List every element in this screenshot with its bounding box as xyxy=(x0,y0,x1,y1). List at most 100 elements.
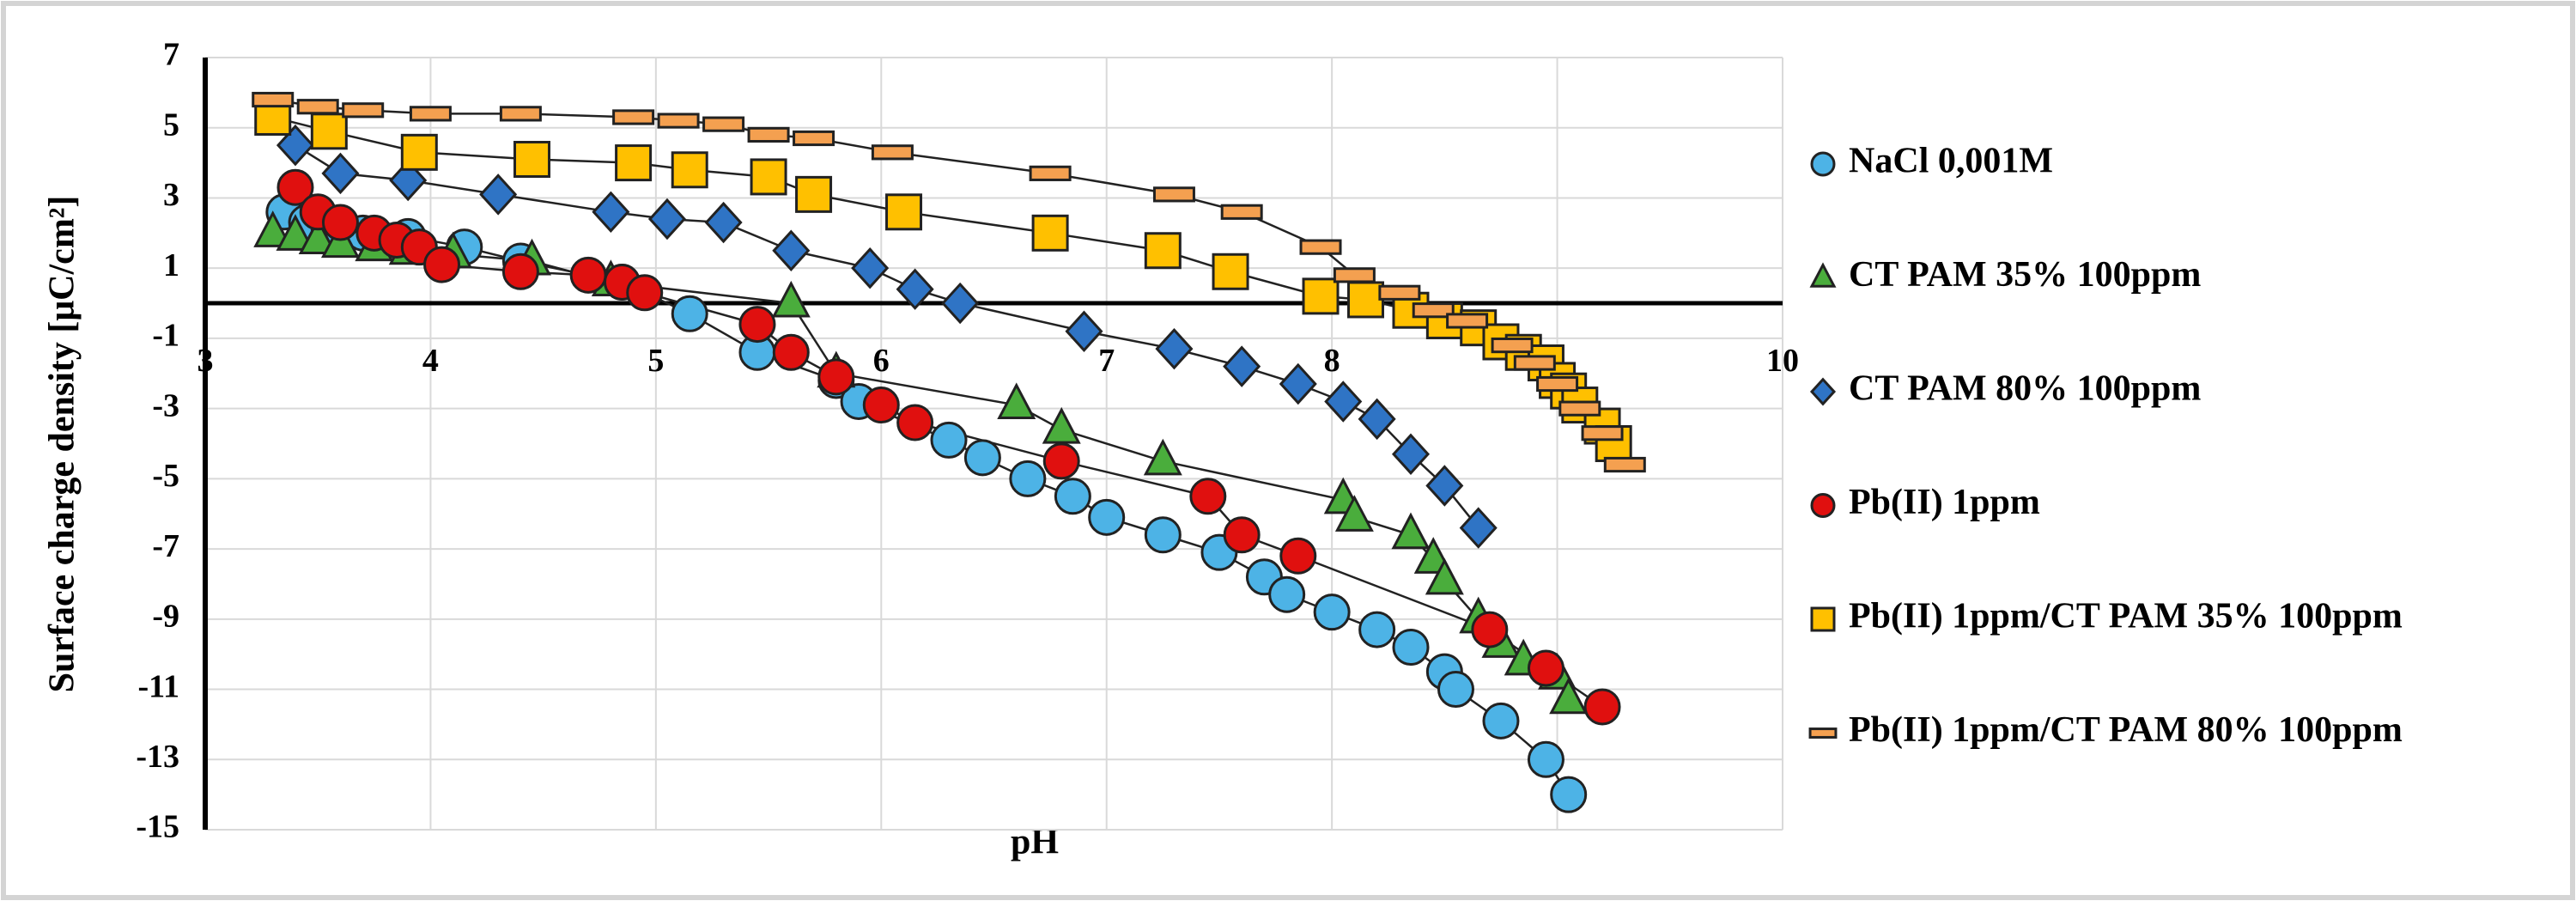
point xyxy=(499,106,542,122)
point xyxy=(1144,232,1182,270)
point xyxy=(930,421,968,459)
point xyxy=(1425,557,1464,595)
y-axis-label: Surface charge density [μC/cm²] xyxy=(43,196,82,693)
point xyxy=(1513,355,1556,371)
point xyxy=(1152,186,1195,203)
y-tick-label: 3 xyxy=(163,177,179,213)
point xyxy=(1143,438,1182,476)
point xyxy=(862,387,900,424)
legend-marker xyxy=(1810,493,1836,518)
point xyxy=(592,191,630,234)
point xyxy=(1155,327,1194,370)
point xyxy=(1279,537,1317,575)
point xyxy=(647,198,687,240)
point xyxy=(704,201,743,244)
point xyxy=(252,91,295,108)
point xyxy=(513,141,551,179)
point xyxy=(1550,776,1588,813)
point xyxy=(1009,460,1047,497)
point xyxy=(1527,740,1564,778)
point xyxy=(1527,649,1564,687)
point xyxy=(1220,204,1263,220)
point xyxy=(1549,677,1589,715)
point xyxy=(1491,337,1534,354)
point xyxy=(1392,629,1430,667)
y-tick-label: -15 xyxy=(136,809,179,845)
point xyxy=(1446,313,1489,329)
point xyxy=(423,246,461,283)
legend-label: CT PAM 35% 100ppm xyxy=(1849,255,2201,295)
point xyxy=(321,152,360,195)
point xyxy=(997,382,1036,420)
point xyxy=(1347,281,1385,319)
legend-marker xyxy=(1808,727,1838,739)
point xyxy=(671,295,708,332)
x-axis-label: pH xyxy=(1011,823,1059,862)
point xyxy=(851,247,890,289)
y-tick-label: -3 xyxy=(152,387,179,423)
point xyxy=(1324,380,1363,423)
y-tick-label: 5 xyxy=(163,107,179,143)
legend-marker xyxy=(1810,606,1836,632)
point xyxy=(1031,214,1069,252)
point xyxy=(1065,310,1103,352)
point xyxy=(772,333,810,371)
legend-label: Pb(II) 1ppm/CT PAM 80% 100ppm xyxy=(1849,710,2403,750)
legend-marker xyxy=(1809,377,1837,406)
x-tick-label: 10 xyxy=(1766,343,1799,379)
y-tick-label: 1 xyxy=(163,247,179,283)
point xyxy=(896,268,934,310)
point xyxy=(793,130,835,147)
point xyxy=(1189,478,1227,515)
point xyxy=(885,193,923,231)
point xyxy=(795,175,833,213)
point xyxy=(671,151,708,189)
y-tick-label: -11 xyxy=(137,668,179,704)
point xyxy=(1391,433,1431,475)
point xyxy=(1333,267,1376,283)
y-tick-label: -1 xyxy=(152,318,179,354)
point xyxy=(1412,302,1455,319)
y-tick-label: -7 xyxy=(152,528,179,564)
point xyxy=(276,214,315,251)
y-tick-label: -9 xyxy=(152,599,179,635)
point xyxy=(1603,456,1646,473)
legend-marker xyxy=(1809,262,1837,288)
point xyxy=(1042,406,1081,444)
legend-marker xyxy=(1810,151,1836,177)
point xyxy=(1583,688,1621,726)
point xyxy=(298,217,337,254)
point xyxy=(1358,398,1396,441)
legend-label: Pb(II) 1ppm/CT PAM 35% 100ppm xyxy=(1849,597,2403,636)
point xyxy=(389,159,428,202)
x-tick-label: 4 xyxy=(422,343,439,379)
x-tick-label: 8 xyxy=(1324,343,1340,379)
point xyxy=(772,229,811,271)
point xyxy=(1212,253,1249,290)
point xyxy=(342,102,385,119)
point xyxy=(615,144,653,182)
point xyxy=(626,274,664,312)
point xyxy=(1029,165,1072,181)
point xyxy=(1558,400,1601,417)
point xyxy=(276,168,314,206)
point xyxy=(1334,495,1374,532)
point xyxy=(276,124,314,167)
point xyxy=(1279,362,1317,405)
point xyxy=(1358,611,1396,648)
x-tick-label: 6 xyxy=(873,343,890,379)
y-tick-label: -5 xyxy=(152,458,179,494)
point xyxy=(1459,507,1498,549)
point xyxy=(817,358,855,396)
point xyxy=(941,282,980,325)
point xyxy=(1378,284,1421,301)
point xyxy=(1299,239,1342,255)
point xyxy=(657,113,700,129)
point xyxy=(1054,478,1091,515)
point xyxy=(253,210,293,247)
point xyxy=(963,439,1001,477)
point xyxy=(1581,425,1624,441)
point xyxy=(1536,375,1579,393)
x-tick-label: 7 xyxy=(1098,343,1115,379)
point xyxy=(750,158,787,196)
